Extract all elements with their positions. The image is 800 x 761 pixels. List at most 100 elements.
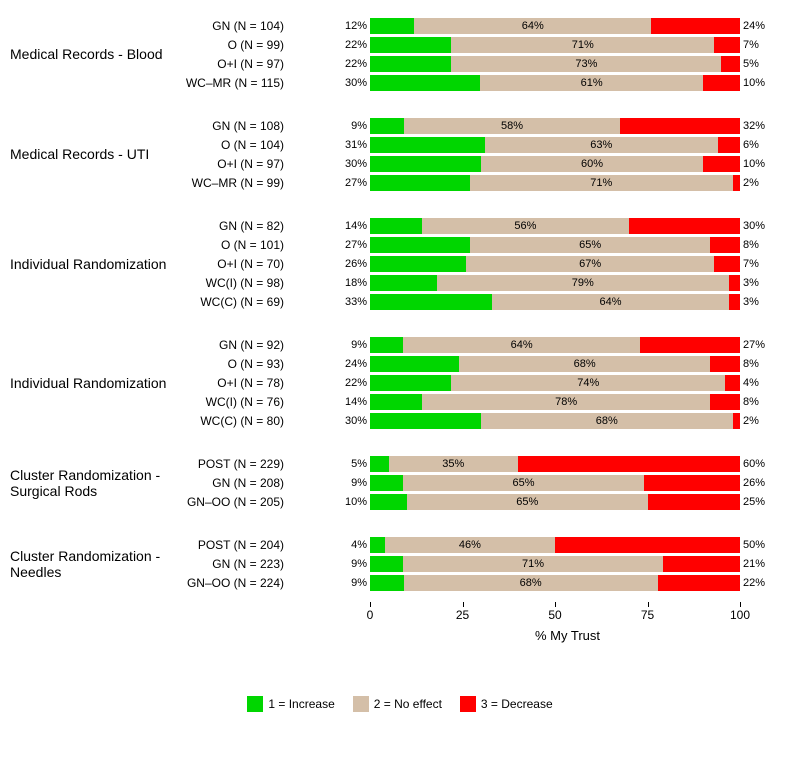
left-pct: 27% [335, 177, 367, 189]
bar-row: WC–MR (N = 99)27%2%71% [290, 175, 775, 191]
row-label: O (N = 101) [144, 238, 290, 252]
bar-segment: 78% [422, 394, 711, 410]
group-title: Medical Records - UTI [10, 146, 270, 162]
bar-row: O+I (N = 78)22%4%74% [290, 375, 775, 391]
bar-row: POST (N = 229)5%60%35% [290, 456, 775, 472]
left-pct: 24% [335, 358, 367, 370]
bar-segment [658, 575, 740, 591]
legend-label: 2 = No effect [374, 697, 442, 711]
right-pct: 10% [743, 158, 775, 170]
left-pct: 10% [335, 496, 367, 508]
left-pct: 30% [335, 158, 367, 170]
tick-mark [463, 602, 464, 607]
bar-segment [370, 137, 485, 153]
bar-row: GN (N = 82)14%30%56% [290, 218, 775, 234]
left-pct: 5% [335, 458, 367, 470]
bar-row: WC(I) (N = 76)14%8%78% [290, 394, 775, 410]
bar-row: GN–OO (N = 224)9%22%68% [290, 575, 775, 591]
bar-segment [370, 456, 389, 472]
right-pct: 2% [743, 177, 775, 189]
left-pct: 27% [335, 239, 367, 251]
bar-segment: 35% [389, 456, 519, 472]
chart-container: GN (N = 104)12%24%64%O (N = 99)22%7%71%O… [0, 0, 800, 761]
bar-segment [725, 375, 740, 391]
stacked-bar: 73% [370, 56, 740, 72]
stacked-bar: 64% [370, 18, 740, 34]
bar-segment: 46% [385, 537, 555, 553]
bar-segment [370, 156, 481, 172]
legend-item: 2 = No effect [353, 696, 442, 712]
bar-row: WC(C) (N = 69)33%3%64% [290, 294, 775, 310]
tick-label: 75 [641, 608, 654, 622]
bar-segment: 63% [485, 137, 718, 153]
left-pct: 12% [335, 20, 367, 32]
bar-segment [370, 556, 403, 572]
left-pct: 9% [335, 120, 367, 132]
bar-segment: 67% [466, 256, 714, 272]
right-pct: 26% [743, 477, 775, 489]
bar-segment [733, 175, 740, 191]
bar-segment [555, 537, 740, 553]
bar-segment [370, 475, 403, 491]
row-label: GN (N = 92) [144, 338, 290, 352]
stacked-bar: 71% [370, 37, 740, 53]
legend-swatch [460, 696, 476, 712]
legend-swatch [353, 696, 369, 712]
bar-segment [370, 237, 470, 253]
right-pct: 8% [743, 396, 775, 408]
bar-segment [370, 494, 407, 510]
stacked-bar: 63% [370, 137, 740, 153]
left-pct: 30% [335, 77, 367, 89]
plot-area: GN (N = 104)12%24%64%O (N = 99)22%7%71%O… [290, 10, 775, 690]
right-pct: 3% [743, 296, 775, 308]
bar-segment: 65% [407, 494, 648, 510]
bar-row: O (N = 101)27%8%65% [290, 237, 775, 253]
left-pct: 9% [335, 477, 367, 489]
tick-label: 25 [456, 608, 469, 622]
right-pct: 27% [743, 339, 775, 351]
right-pct: 30% [743, 220, 775, 232]
bar-row: GN (N = 223)9%21%71% [290, 556, 775, 572]
bar-segment [370, 56, 451, 72]
group-title: Individual Randomization [10, 375, 270, 391]
stacked-bar: 71% [370, 175, 740, 191]
bar-segment [721, 56, 740, 72]
left-pct: 14% [335, 220, 367, 232]
bar-segment: 61% [480, 75, 703, 91]
bar-segment: 64% [414, 18, 651, 34]
group-title: Medical Records - Blood [10, 46, 270, 62]
group-title: Cluster Randomization - Needles [10, 548, 190, 580]
bar-segment [370, 275, 437, 291]
bar-segment: 71% [403, 556, 663, 572]
bar-segment [370, 375, 451, 391]
tick-mark [648, 602, 649, 607]
right-pct: 50% [743, 539, 775, 551]
group-title: Cluster Randomization - Surgical Rods [10, 467, 190, 499]
left-pct: 26% [335, 258, 367, 270]
bar-segment [714, 256, 740, 272]
bar-segment [518, 456, 740, 472]
bar-segment [370, 218, 422, 234]
stacked-bar: 78% [370, 394, 740, 410]
right-pct: 3% [743, 277, 775, 289]
legend: 1 = Increase2 = No effect3 = Decrease [0, 650, 800, 757]
tick-label: 100 [730, 608, 750, 622]
bar-row: POST (N = 204)4%50%46% [290, 537, 775, 553]
stacked-bar: 46% [370, 537, 740, 553]
bar-segment [370, 394, 422, 410]
left-pct: 30% [335, 415, 367, 427]
right-pct: 60% [743, 458, 775, 470]
row-label: O (N = 93) [144, 357, 290, 371]
bar-row: O (N = 104)31%6%63% [290, 137, 775, 153]
bar-segment: 74% [451, 375, 725, 391]
left-pct: 22% [335, 39, 367, 51]
bar-row: O+I (N = 70)26%7%67% [290, 256, 775, 272]
row-label: WC–MR (N = 99) [144, 176, 290, 190]
tick-mark [370, 602, 371, 607]
stacked-bar: 60% [370, 156, 740, 172]
legend-item: 1 = Increase [247, 696, 334, 712]
left-pct: 14% [335, 396, 367, 408]
bar-segment: 79% [437, 275, 729, 291]
group-title: Individual Randomization [10, 256, 270, 272]
bar-segment [663, 556, 740, 572]
